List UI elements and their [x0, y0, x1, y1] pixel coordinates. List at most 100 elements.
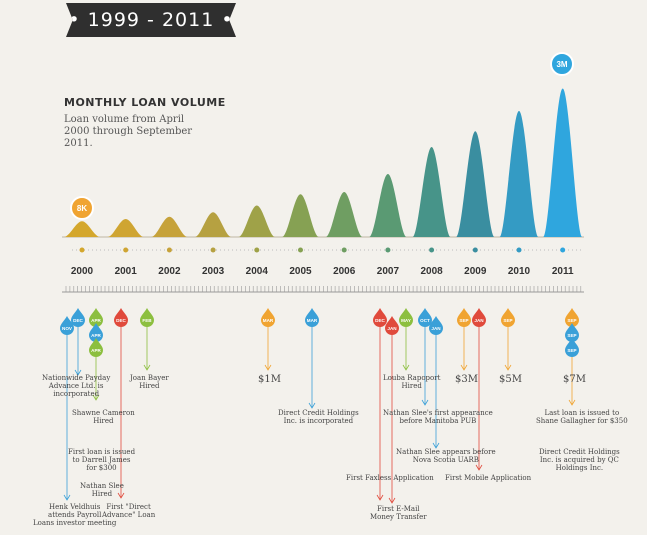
event-month-label: MAY — [401, 318, 411, 323]
event-month-label: JAN — [474, 318, 484, 323]
chart-peak-2003 — [194, 212, 232, 237]
event-month-label: SEP — [567, 333, 576, 338]
event-arrow — [117, 492, 125, 499]
year-label-2007: 2007 — [377, 266, 400, 277]
event-drop-marker — [89, 308, 103, 327]
event-arrow — [568, 399, 576, 406]
event-label: Louba Rapoport Hired — [383, 374, 441, 390]
event-arrow — [74, 369, 82, 376]
year-label-2009: 2009 — [464, 266, 487, 277]
year-range-label: • 1999 - 2011 • — [68, 9, 234, 31]
chart-peak-2001 — [107, 219, 144, 237]
event-label: Nathan Slee Hired — [80, 482, 124, 498]
event-arrow — [475, 464, 483, 471]
event-drop-marker — [429, 316, 443, 335]
year-label-2006: 2006 — [333, 266, 356, 277]
event-drop-marker — [305, 308, 319, 327]
event-arrow — [460, 364, 468, 371]
start-volume-marker — [70, 196, 94, 220]
year-label-2001: 2001 — [115, 266, 138, 277]
event-label: Last loan is issued to Shane Gallagher f… — [536, 409, 628, 425]
year-dot-2002 — [166, 247, 172, 253]
event-label: First loan is issued to Darrell James fo… — [68, 448, 136, 472]
event-month-label: JAN — [387, 326, 397, 331]
event-arrow — [432, 442, 440, 449]
event-drop-marker — [501, 308, 515, 327]
event-month-label: MAR — [263, 318, 274, 323]
year-label-2004: 2004 — [246, 266, 269, 277]
year-dot-2010 — [516, 247, 522, 253]
year-dot-2009 — [472, 247, 478, 253]
event-label: Direct Credit Holdings Inc. is incorpora… — [278, 409, 359, 425]
chart-peak-2002 — [151, 216, 188, 237]
event-drop-marker — [418, 308, 432, 327]
chart-subtitle: Loan volume from April 2000 through Sept… — [64, 114, 193, 149]
event-month-label: SEP — [459, 318, 468, 323]
event-drop-marker — [472, 308, 486, 327]
event-month-label: SEP — [567, 318, 576, 323]
year-dot-2006 — [341, 247, 347, 253]
event-month-label: FEB — [142, 318, 152, 323]
chart-peak-2005 — [282, 194, 319, 237]
event-drop-marker — [71, 308, 85, 327]
event-drop-marker — [114, 308, 128, 327]
chart-peak-2008 — [412, 147, 451, 237]
amount-1m: $1M — [258, 374, 281, 385]
chart-peak-2000 — [63, 221, 101, 237]
event-drop-marker — [565, 308, 579, 327]
event-month-label: DEC — [116, 318, 126, 323]
chart-peak-2004 — [238, 205, 276, 237]
year-dot-2008 — [429, 247, 435, 253]
amount-7m: $7M — [563, 374, 586, 385]
event-drop-marker — [261, 308, 275, 327]
event-drop-marker — [385, 316, 399, 335]
event-month-label: SEP — [567, 348, 576, 353]
year-label-2002: 2002 — [158, 266, 181, 277]
year-range-banner: • 1999 - 2011 • — [66, 3, 236, 37]
event-drop-marker — [373, 308, 387, 327]
chart-peak-2007 — [369, 174, 407, 237]
event-month-label: JAN — [431, 326, 441, 331]
event-month-label: APR — [91, 348, 101, 353]
event-arrow — [308, 402, 316, 409]
year-dot-2000 — [79, 247, 85, 253]
event-month-label: APR — [91, 333, 101, 338]
event-label: Nationwide Payday Advance Ltd. is incorp… — [42, 374, 111, 398]
year-label-2010: 2010 — [508, 266, 531, 277]
chart-peak-2011 — [543, 88, 583, 237]
year-label-2000: 2000 — [71, 266, 94, 277]
event-drop-marker — [89, 323, 103, 342]
end-volume-label: 3M — [556, 60, 567, 69]
event-arrow — [402, 364, 410, 371]
event-arrow — [143, 364, 151, 371]
year-dot-2007 — [385, 247, 391, 253]
event-arrow — [421, 399, 429, 406]
event-drop-marker — [89, 338, 103, 357]
year-dot-2011 — [560, 247, 566, 253]
event-drop-marker — [399, 308, 413, 327]
event-month-label: MAR — [307, 318, 318, 323]
event-arrow — [92, 394, 100, 401]
chart-title: MONTHLY LOAN VOLUME — [64, 96, 226, 109]
year-dot-2005 — [298, 247, 303, 253]
event-label: Henk Veldhuis attends Payroll Loans inve… — [33, 503, 117, 527]
event-arrow — [264, 364, 272, 371]
event-drop-marker — [565, 323, 579, 342]
event-arrow — [63, 494, 71, 501]
event-month-label: DEC — [375, 318, 385, 323]
event-month-label: OCT — [420, 318, 430, 323]
event-label: First E-Mail Money Transfer — [370, 505, 427, 521]
event-arrow — [504, 364, 512, 371]
event-drop-marker — [565, 338, 579, 357]
event-label: First "Direct Advance" Loan — [102, 503, 156, 519]
event-month-label: DEC — [73, 318, 83, 323]
end-volume-marker — [550, 52, 574, 76]
year-label-2003: 2003 — [202, 266, 225, 277]
event-drop-marker — [457, 308, 471, 327]
year-label-2008: 2008 — [420, 266, 443, 277]
year-dot-2004 — [254, 247, 260, 253]
event-month-label: SEP — [503, 318, 512, 323]
event-month-label: APR — [91, 318, 101, 323]
event-label: Nathan Slee's first appearance before Ma… — [383, 409, 493, 425]
year-dot-2001 — [123, 247, 129, 253]
